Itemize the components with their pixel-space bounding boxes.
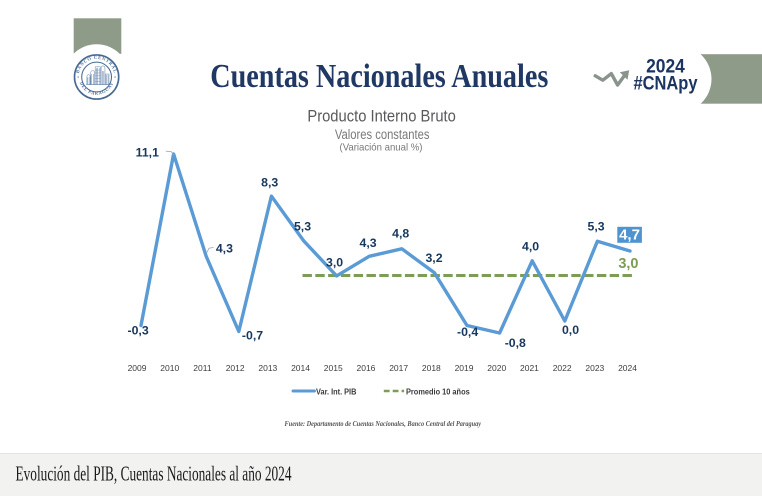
svg-text:2013: 2013 (258, 363, 277, 373)
svg-text:2009: 2009 (128, 363, 147, 373)
svg-text:3,2: 3,2 (425, 251, 442, 265)
svg-text:5,3: 5,3 (588, 219, 605, 233)
svg-text:-0,7: -0,7 (242, 329, 263, 343)
svg-text:2010: 2010 (160, 363, 179, 373)
svg-text:3,0: 3,0 (618, 256, 638, 272)
svg-text:2016: 2016 (356, 363, 375, 373)
svg-text:-0,4: -0,4 (457, 325, 478, 339)
svg-text:-0,3: -0,3 (127, 324, 148, 338)
svg-text:2024: 2024 (646, 56, 685, 78)
svg-text:4,0: 4,0 (522, 240, 539, 254)
svg-text:2012: 2012 (226, 363, 245, 373)
svg-text:4,8: 4,8 (392, 227, 409, 241)
svg-text:4,3: 4,3 (216, 242, 233, 256)
svg-text:5,3: 5,3 (294, 220, 311, 234)
svg-text:Var. Int. PIB: Var. Int. PIB (316, 387, 356, 397)
svg-text:4,7: 4,7 (619, 227, 640, 244)
svg-text:Promedio 10 años: Promedio 10 años (406, 387, 470, 397)
svg-text:2023: 2023 (585, 363, 604, 373)
svg-text:2011: 2011 (193, 363, 212, 373)
svg-text:2014: 2014 (291, 363, 310, 373)
svg-text:4,3: 4,3 (360, 236, 377, 250)
svg-text:11,1: 11,1 (136, 145, 159, 159)
svg-text:Valores constantes: Valores constantes (335, 127, 430, 142)
svg-text:Cuentas Nacionales Anuales: Cuentas Nacionales Anuales (210, 58, 548, 95)
svg-text:Producto Interno Bruto: Producto Interno Bruto (307, 106, 456, 125)
svg-text:2017: 2017 (389, 363, 408, 373)
svg-text:2021: 2021 (520, 363, 539, 373)
svg-text:2019: 2019 (455, 363, 474, 373)
svg-text:Fuente: Departamento de Cuenta: Fuente: Departamento de Cuentas Nacional… (285, 420, 482, 428)
svg-text:(Variación anual %): (Variación anual %) (340, 142, 423, 153)
svg-text:0,0: 0,0 (562, 323, 579, 337)
svg-text:2018: 2018 (422, 363, 441, 373)
svg-text:2015: 2015 (324, 363, 343, 373)
svg-text:2024: 2024 (618, 363, 637, 373)
svg-text:3,0: 3,0 (326, 256, 343, 270)
svg-text:Evolución del PIB, Cuentas Nac: Evolución del PIB, Cuentas Nacionales al… (16, 462, 292, 486)
svg-text:#CNApy: #CNApy (634, 72, 698, 94)
svg-text:-0,8: -0,8 (505, 336, 526, 350)
svg-text:2022: 2022 (553, 363, 572, 373)
svg-text:2020: 2020 (487, 363, 506, 373)
svg-text:8,3: 8,3 (261, 175, 278, 189)
